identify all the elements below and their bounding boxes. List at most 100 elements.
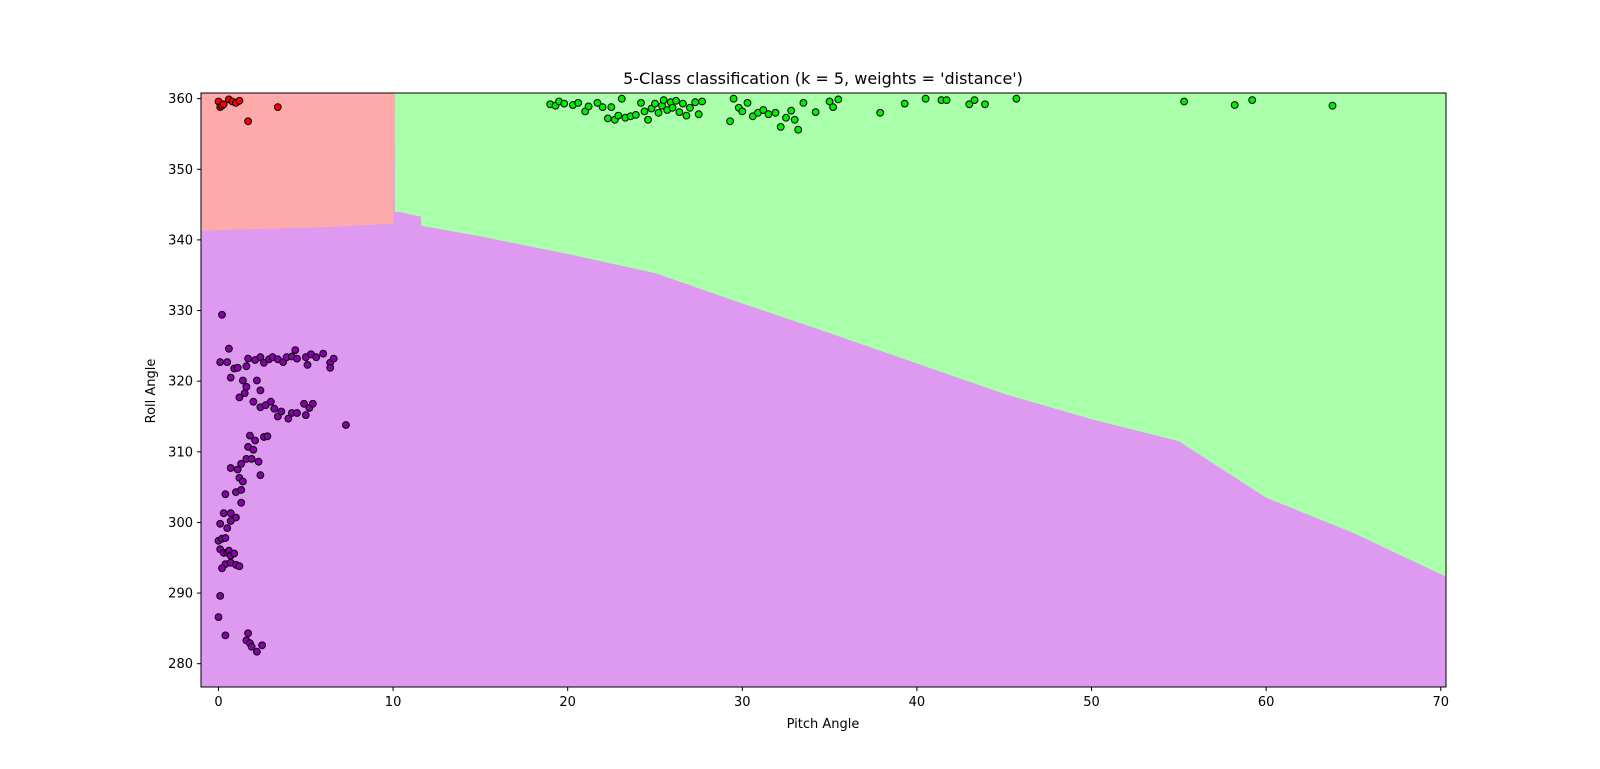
data-point <box>293 409 301 417</box>
y-tick-label: 280 <box>168 657 193 672</box>
data-point <box>237 459 246 468</box>
data-point <box>218 564 226 573</box>
data-point <box>221 490 230 499</box>
x-tick-label: 10 <box>385 695 402 710</box>
data-point <box>637 99 645 107</box>
data-point <box>256 471 265 480</box>
x-tick-label: 60 <box>1258 695 1275 710</box>
data-point <box>308 399 317 408</box>
data-point <box>251 436 260 445</box>
data-point <box>233 465 242 474</box>
data-point <box>256 353 265 362</box>
data-point <box>729 94 738 103</box>
data-point <box>782 113 790 122</box>
data-point <box>244 117 253 126</box>
data-point <box>560 99 569 108</box>
data-point <box>593 99 602 107</box>
data-point <box>574 99 583 107</box>
data-point <box>981 100 989 109</box>
data-point <box>218 310 226 319</box>
data-point <box>607 103 616 111</box>
data-point <box>584 102 593 111</box>
data-point <box>672 96 680 105</box>
data-point <box>247 455 256 463</box>
y-tick-label: 340 <box>168 233 193 248</box>
data-point <box>776 123 785 131</box>
decision-regions <box>201 93 1447 687</box>
data-point <box>226 373 235 382</box>
data-point <box>261 401 270 410</box>
x-axis-label: Pitch Angle <box>787 717 860 732</box>
data-point <box>253 647 261 656</box>
data-point <box>1328 101 1337 110</box>
data-point <box>675 108 684 116</box>
data-point <box>790 115 799 124</box>
x-tick-label: 0 <box>214 695 222 710</box>
data-point <box>651 99 659 108</box>
data-point <box>235 96 244 105</box>
data-point <box>834 95 843 104</box>
data-point <box>921 94 930 103</box>
data-point <box>226 464 235 472</box>
data-point <box>258 641 267 650</box>
data-point <box>329 354 338 363</box>
data-point <box>263 432 272 441</box>
data-point <box>242 382 251 391</box>
data-point <box>301 411 310 420</box>
plot-frame <box>200 92 1447 688</box>
data-point <box>273 103 282 111</box>
data-point <box>232 513 240 522</box>
data-point <box>829 103 837 111</box>
data-point <box>1248 96 1257 104</box>
data-point <box>1012 94 1021 103</box>
data-point <box>799 99 808 107</box>
data-point <box>246 431 254 440</box>
scatter-points <box>214 94 1337 656</box>
data-point <box>942 96 951 104</box>
region-green <box>393 93 1447 577</box>
data-point <box>303 361 312 369</box>
data-point <box>235 562 244 571</box>
data-point <box>226 509 235 518</box>
data-point <box>617 94 626 103</box>
data-point <box>244 354 253 363</box>
data-point <box>682 111 691 120</box>
data-point <box>226 517 235 525</box>
data-point <box>825 97 834 106</box>
data-point <box>748 112 757 121</box>
data-point <box>219 509 228 518</box>
data-point <box>1180 97 1188 106</box>
chart-title: 5-Class classification (k = 5, weights =… <box>623 69 1023 88</box>
x-axis-ticks: 0 10 20 30 40 50 60 70 <box>214 687 1449 710</box>
data-point <box>764 110 773 119</box>
data-point <box>598 103 607 111</box>
data-point <box>319 349 328 358</box>
data-point <box>759 106 768 114</box>
data-point <box>640 107 649 116</box>
data-point <box>654 108 663 117</box>
data-point <box>253 376 261 385</box>
data-point <box>668 103 677 112</box>
x-tick-label: 40 <box>909 695 926 710</box>
data-point <box>237 486 246 494</box>
data-point <box>794 125 803 134</box>
data-point <box>342 421 350 429</box>
data-point <box>698 97 706 106</box>
data-point <box>221 534 230 542</box>
data-point <box>266 397 275 406</box>
data-point <box>738 107 747 116</box>
data-point <box>291 346 300 355</box>
x-tick-label: 30 <box>734 695 751 710</box>
data-point <box>900 99 909 108</box>
y-tick-label: 290 <box>168 587 193 602</box>
data-point <box>743 99 752 107</box>
data-point <box>260 358 268 367</box>
data-point <box>225 344 233 353</box>
y-tick-label: 360 <box>168 92 193 107</box>
data-point <box>284 414 293 423</box>
y-tick-label: 310 <box>168 445 193 460</box>
data-point <box>771 108 780 117</box>
data-point <box>223 524 232 532</box>
data-point <box>214 613 223 621</box>
